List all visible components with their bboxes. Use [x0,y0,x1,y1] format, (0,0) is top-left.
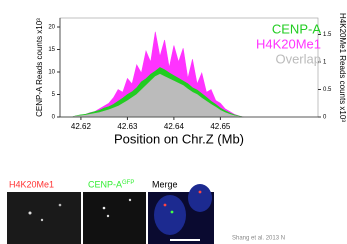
spot [107,215,109,217]
y-tick-label: 5 [52,92,56,98]
spot [199,191,202,194]
y2-tick-label: 0.5 [323,87,332,93]
panel-label-superscript: GFP [122,180,134,186]
spot [103,207,106,210]
x-tick-label: 42.63 [117,122,138,131]
legend-entry: CENP-A [272,21,321,36]
y-tick-label: 0 [52,115,56,121]
y-tick-label: 20 [48,25,55,31]
micrograph [7,192,81,244]
panel-label: Merge [152,179,178,189]
x-axis-label: Position on Chr.Z (Mb) [114,131,244,146]
panel-label: CENP-AGFP [88,179,134,189]
spot [59,204,62,207]
nucleus [188,184,212,212]
panel-label: H4K20Me1 [9,179,54,189]
y2-tick-label: 1.5 [323,32,332,38]
y-tick-label: 10 [48,70,55,76]
legend-entry: H4K20Me1 [256,36,321,51]
y-tick-label: 15 [48,47,55,53]
legend-entry: Overlap [275,51,321,66]
y-axis-label: CENP-A Reads counts x10³ [35,18,44,117]
x-tick-label: 42.62 [71,122,92,131]
y2-tick-label: 0 [323,115,327,121]
spot [164,204,167,207]
scale-bar [170,239,200,241]
x-tick-label: 42.64 [164,122,185,131]
y2-axis-label: H4K20Me1 Reads counts x10³ [338,13,347,122]
spot [171,211,174,214]
spot [29,212,32,215]
micrograph [83,192,146,244]
caption: Shang et al. 2013 N [232,236,285,242]
spot [41,219,43,221]
y2-tick-label: 1 [323,60,327,66]
nucleus [154,195,186,235]
figure: Shang et al. 2013 N 42.62 42.63 42.64 42.65… [0,0,347,244]
x-tick-label: 42.65 [210,122,231,131]
spot [129,199,131,201]
